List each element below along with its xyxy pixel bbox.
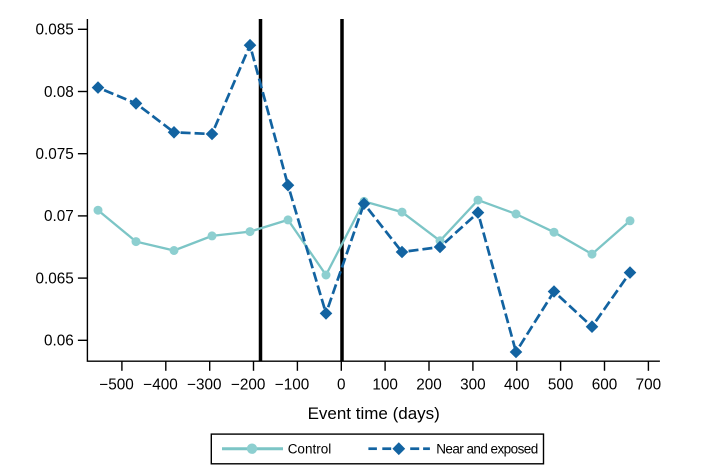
svg-text:0.065: 0.065: [36, 270, 74, 287]
svg-text:500: 500: [548, 377, 574, 394]
svg-text:700: 700: [636, 377, 662, 394]
svg-text:−400: −400: [143, 377, 177, 394]
svg-text:100: 100: [372, 377, 398, 394]
svg-text:0.08: 0.08: [44, 84, 74, 101]
svg-text:Event time (days): Event time (days): [308, 404, 440, 423]
svg-text:0.085: 0.085: [36, 22, 74, 39]
svg-text:0.06: 0.06: [44, 333, 74, 350]
svg-text:400: 400: [504, 377, 530, 394]
svg-text:200: 200: [416, 377, 442, 394]
svg-text:0.075: 0.075: [36, 146, 74, 163]
svg-text:−300: −300: [187, 377, 221, 394]
svg-text:−200: −200: [231, 377, 265, 394]
svg-text:Control: Control: [288, 442, 332, 457]
svg-text:600: 600: [592, 377, 618, 394]
svg-text:300: 300: [460, 377, 486, 394]
svg-text:0: 0: [337, 377, 346, 394]
svg-text:−500: −500: [99, 377, 133, 394]
svg-text:Near and exposed: Near and exposed: [436, 442, 538, 457]
svg-text:0.07: 0.07: [44, 208, 74, 225]
svg-text:−100: −100: [275, 377, 309, 394]
